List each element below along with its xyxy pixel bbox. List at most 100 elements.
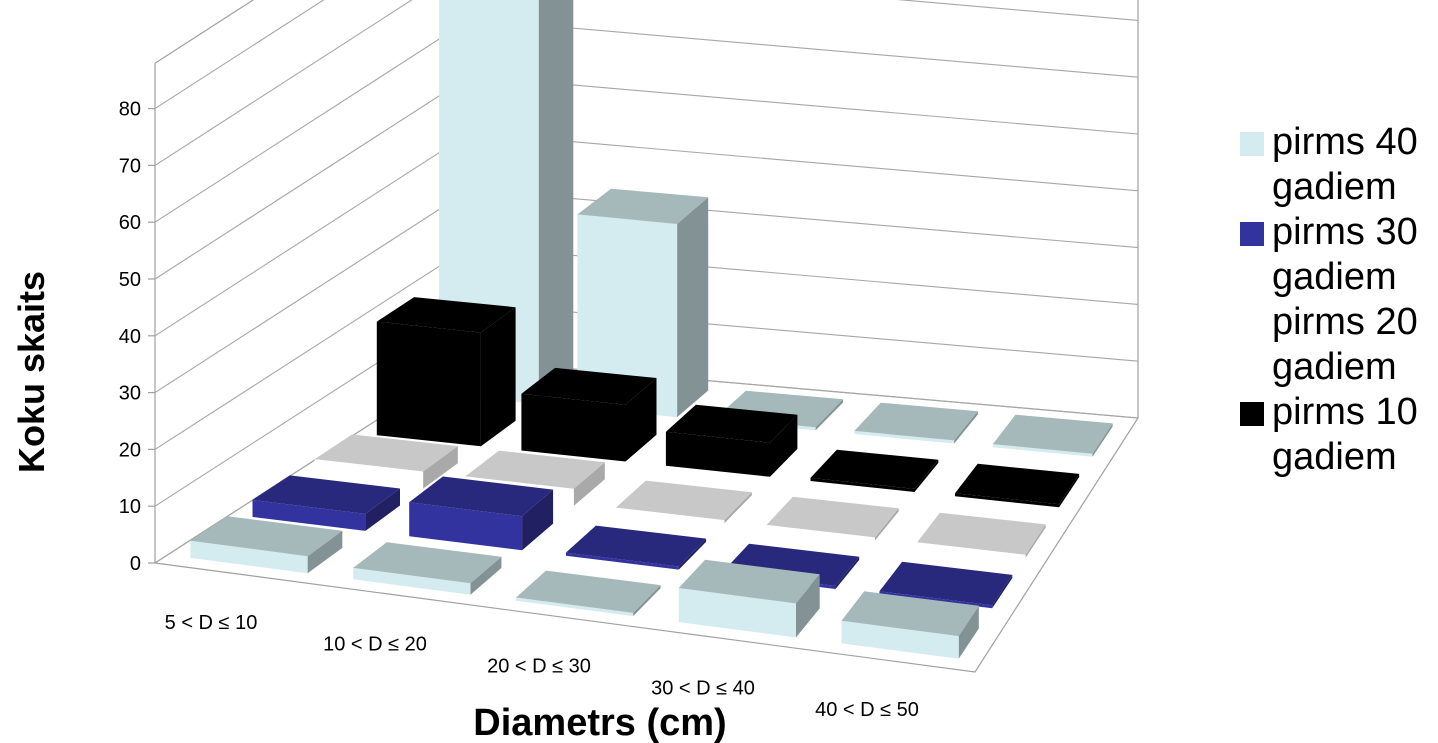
bar-front [665,431,770,477]
bar-side [958,605,979,659]
y-tick-label: 20 [119,439,141,461]
x-axis-label: Diametrs (cm) [473,702,726,743]
bar-top [252,475,400,514]
bar-top [465,450,605,489]
bar-side [815,399,843,431]
bar [190,516,343,574]
bar [917,512,1046,558]
bar [615,480,752,524]
y-tick-label: 60 [119,212,141,234]
legend-item-pirms-10: pirms 10 gadiem [1236,390,1436,480]
bar [955,463,1080,508]
bar-front [615,507,725,524]
bar [810,449,939,492]
y-tick-label: 0 [130,553,141,575]
bars [190,0,1113,659]
bar-side [914,459,939,492]
y-tick-label: 10 [119,496,141,518]
bar-side [835,556,860,589]
legend: pirms 40 gadiem pirms 30 gadiem pirms 20… [1236,120,1436,480]
legend-label: pirms 40 [1272,121,1418,163]
bar-side [677,197,709,418]
bar-side [470,556,502,595]
bar-front [678,588,796,638]
bar-top [353,542,502,584]
bar-top [376,297,516,333]
bar-side [724,492,752,524]
gridline [154,0,1139,166]
y-tick-label: 30 [119,383,141,405]
bar [854,402,978,444]
bar-side [423,446,458,489]
bar-side [538,0,574,404]
back-wall-edge [1137,0,1139,418]
bar [992,414,1113,457]
legend-label: gadiem [1272,436,1397,478]
bar-front [577,214,678,418]
bar-side [522,489,554,551]
y-tick-label: 40 [119,326,141,348]
bar [577,188,709,418]
x-tick-label: 40 < D ≤ 50 [815,699,919,721]
bar-top [565,525,707,567]
x-tick-label: 20 < D ≤ 30 [487,656,591,678]
bar [678,559,820,638]
bar-side [625,378,657,462]
legend-swatch [1240,132,1264,156]
bar-side [875,508,899,541]
bar-side [1092,423,1113,457]
bar-side [770,414,798,477]
bar [409,476,554,551]
bar-front [376,321,481,447]
bar [376,297,516,447]
legend-label: gadiem [1272,256,1397,298]
bar-front [854,430,955,444]
bar [516,570,661,617]
bar-top [409,476,554,517]
legend-swatch [1240,312,1264,336]
x-tick-label: 5 < D ≤ 10 [165,612,258,634]
bar-side [307,530,343,574]
bar-top [577,188,709,224]
bar-front [190,540,308,574]
legend-label: gadiem [1272,166,1397,208]
legend-label: gadiem [1272,346,1397,388]
y-axis-label: Koku skaits [11,271,52,473]
bar-side [573,462,605,506]
bar [841,591,979,659]
bar-front [314,459,424,489]
bar-side [365,488,400,531]
bar-front [766,524,875,541]
bar [766,496,899,541]
y-tick-label: 50 [119,269,141,291]
bar-front [565,552,679,570]
bar-top [615,480,752,521]
bar-top [810,449,939,489]
bar-top [992,414,1113,454]
bar-front [955,493,1060,508]
bar [521,367,657,462]
bar-top [678,559,820,604]
bar-front [992,444,1093,457]
bar-front [252,499,366,531]
bar-front [810,477,915,492]
bar-front [917,542,1026,558]
bar-side [795,574,820,638]
legend-item-pirms-20: pirms 20 gadiem [1236,300,1436,390]
y-tick-label: 80 [119,99,141,121]
x-tick-label: 30 < D ≤ 40 [651,677,755,699]
legend-item-pirms-30: pirms 30 gadiem [1236,210,1436,300]
bar [353,542,502,595]
x-tick-label: 10 < D ≤ 20 [323,634,427,656]
bar-side [678,538,707,570]
legend-label: pirms 10 [1272,391,1418,433]
legend-swatch [1240,402,1264,426]
bar-side [1025,524,1046,558]
bar-top [766,496,899,538]
bar-top [955,463,1080,505]
bar [252,475,400,531]
bar [314,434,458,489]
bar-top [841,591,979,637]
legend-item-pirms-40: pirms 40 gadiem [1236,120,1436,210]
